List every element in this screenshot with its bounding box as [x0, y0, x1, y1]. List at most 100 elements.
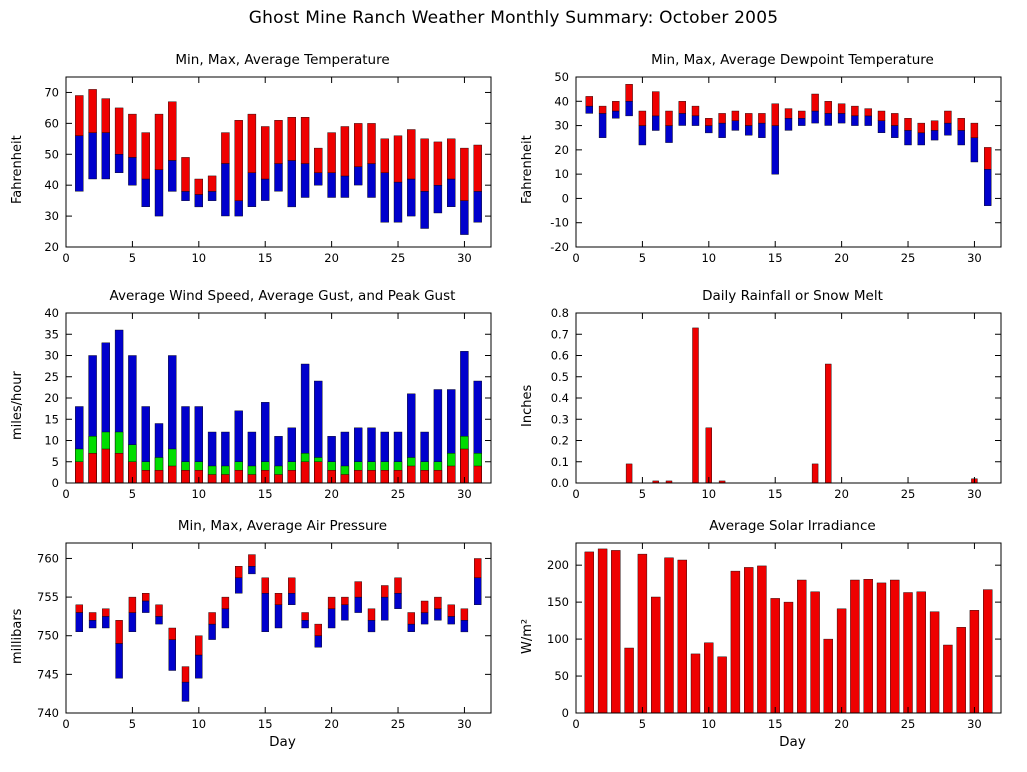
svg-text:60: 60: [44, 116, 59, 130]
svg-text:100: 100: [547, 632, 569, 646]
chart-wind: Average Wind Speed, Average Gust, and Pe…: [8, 286, 513, 504]
svg-text:5: 5: [639, 251, 646, 265]
svg-text:0: 0: [572, 487, 579, 501]
chart-temperature-plot: 0 5 10 15 20 25 30 20 30 40 50 60 70: [44, 76, 492, 265]
svg-text:-10: -10: [550, 216, 569, 230]
svg-text:5: 5: [129, 251, 136, 265]
svg-text:20: 20: [554, 143, 569, 157]
svg-text:20: 20: [834, 487, 849, 501]
svg-text:10: 10: [554, 167, 569, 181]
chart-temperature: Min, Max, Average Temperature Fahrenheit…: [8, 50, 513, 268]
svg-text:15: 15: [258, 717, 273, 731]
svg-text:0.0: 0.0: [551, 476, 569, 490]
svg-text:-20: -20: [550, 240, 569, 254]
svg-text:30: 30: [44, 349, 59, 363]
chart-solar-plot: 0 5 10 15 20 25 30 0 50 100 150 200: [547, 542, 1002, 731]
svg-text:25: 25: [901, 251, 916, 265]
svg-text:0.5: 0.5: [551, 370, 569, 384]
svg-text:40: 40: [44, 178, 59, 192]
svg-text:0: 0: [562, 706, 569, 720]
chart-solar-title: Average Solar Irradiance: [709, 518, 876, 534]
svg-text:15: 15: [44, 412, 59, 426]
svg-text:200: 200: [547, 558, 569, 572]
svg-text:0.8: 0.8: [551, 308, 569, 320]
svg-text:40: 40: [554, 94, 569, 108]
chart-pressure-title: Min, Max, Average Air Pressure: [177, 518, 388, 534]
svg-text:30: 30: [967, 251, 982, 265]
svg-text:20: 20: [44, 391, 59, 405]
svg-text:20: 20: [44, 240, 59, 254]
svg-text:0.3: 0.3: [551, 412, 569, 426]
svg-text:10: 10: [191, 251, 206, 265]
chart-temperature-title: Min, Max, Average Temperature: [175, 52, 390, 68]
svg-text:0.2: 0.2: [551, 434, 569, 448]
page-title: Ghost Mine Ranch Weather Monthly Summary…: [248, 8, 779, 28]
chart-temperature-ylabel: Fahrenheit: [10, 135, 25, 205]
svg-text:15: 15: [768, 487, 783, 501]
svg-text:15: 15: [768, 251, 783, 265]
chart-dewpoint-plot: 0 5 10 15 20 25 30 -20 -10 0 10 20 30 40 50: [550, 72, 1002, 265]
svg-text:5: 5: [129, 487, 136, 501]
svg-text:25: 25: [391, 487, 406, 501]
svg-text:30: 30: [457, 251, 472, 265]
svg-text:20: 20: [324, 487, 339, 501]
chart-wind-ylabel: miles/hour: [10, 371, 25, 441]
svg-text:10: 10: [701, 717, 716, 731]
svg-text:0.4: 0.4: [551, 391, 569, 405]
chart-solar-xlabel: Day: [779, 734, 806, 750]
svg-text:15: 15: [258, 487, 273, 501]
svg-text:50: 50: [44, 147, 59, 161]
chart-solar-ylabel: W/m²: [520, 618, 535, 654]
svg-text:50: 50: [554, 72, 569, 84]
svg-text:25: 25: [44, 370, 59, 384]
chart-wind-title: Average Wind Speed, Average Gust, and Pe…: [109, 288, 456, 304]
svg-text:5: 5: [639, 717, 646, 731]
svg-text:0: 0: [572, 251, 579, 265]
svg-text:25: 25: [391, 717, 406, 731]
svg-text:10: 10: [44, 434, 59, 448]
svg-text:20: 20: [324, 717, 339, 731]
svg-text:0.7: 0.7: [551, 327, 569, 341]
svg-text:25: 25: [901, 717, 916, 731]
svg-text:5: 5: [129, 717, 136, 731]
svg-text:30: 30: [44, 209, 59, 223]
svg-text:0: 0: [62, 717, 69, 731]
svg-text:0: 0: [62, 487, 69, 501]
svg-text:30: 30: [554, 119, 569, 133]
svg-text:10: 10: [701, 251, 716, 265]
svg-text:50: 50: [554, 669, 569, 683]
chart-pressure-plot: 0 5 10 15 20 25 30 740 745 750 755 760: [37, 542, 492, 731]
svg-text:0: 0: [52, 476, 59, 490]
svg-text:30: 30: [457, 717, 472, 731]
svg-text:5: 5: [52, 455, 59, 469]
svg-text:0: 0: [572, 717, 579, 731]
svg-text:15: 15: [258, 251, 273, 265]
chart-dewpoint: Min, Max, Average Dewpoint Temperature F…: [518, 50, 1023, 268]
svg-text:35: 35: [44, 327, 59, 341]
chart-rainfall-ylabel: Inches: [520, 384, 535, 428]
svg-text:745: 745: [37, 667, 59, 681]
svg-text:20: 20: [324, 251, 339, 265]
chart-rainfall-title: Daily Rainfall or Snow Melt: [702, 288, 883, 304]
svg-text:0: 0: [562, 191, 569, 205]
svg-text:10: 10: [191, 487, 206, 501]
svg-text:150: 150: [547, 595, 569, 609]
chart-solar: Average Solar Irradiance W/m² 0 5 10 15 20 25…: [518, 516, 1023, 752]
svg-text:755: 755: [37, 590, 59, 604]
svg-text:0.1: 0.1: [551, 455, 569, 469]
svg-text:0.6: 0.6: [551, 349, 569, 363]
svg-text:20: 20: [834, 717, 849, 731]
svg-text:0: 0: [62, 251, 69, 265]
svg-text:5: 5: [639, 487, 646, 501]
svg-text:20: 20: [834, 251, 849, 265]
svg-text:30: 30: [457, 487, 472, 501]
svg-text:15: 15: [768, 717, 783, 731]
chart-dewpoint-title: Min, Max, Average Dewpoint Temperature: [651, 52, 934, 68]
svg-text:25: 25: [901, 487, 916, 501]
chart-dewpoint-ylabel: Fahrenheit: [520, 135, 535, 205]
svg-text:760: 760: [37, 551, 59, 565]
chart-rainfall: Daily Rainfall or Snow Melt Inches 0 5 10 1…: [518, 286, 1023, 504]
svg-text:70: 70: [44, 85, 59, 99]
svg-text:25: 25: [391, 251, 406, 265]
